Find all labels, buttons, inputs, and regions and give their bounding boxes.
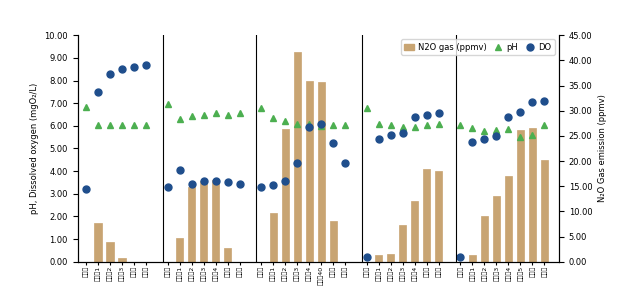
Bar: [188, 187, 195, 262]
Bar: [375, 255, 383, 262]
Bar: [318, 82, 325, 262]
Y-axis label: pH, Dissolved oxygen (mgO₂/L): pH, Dissolved oxygen (mgO₂/L): [30, 83, 39, 214]
Bar: [399, 225, 407, 262]
Bar: [294, 52, 301, 262]
Bar: [306, 81, 313, 262]
Bar: [200, 181, 207, 262]
Bar: [270, 213, 277, 262]
Bar: [411, 201, 419, 262]
Bar: [212, 180, 219, 262]
Y-axis label: N₂O Gas emission (ppmv): N₂O Gas emission (ppmv): [598, 95, 607, 202]
Bar: [330, 221, 337, 262]
Bar: [282, 129, 289, 262]
Bar: [388, 254, 394, 262]
Bar: [176, 238, 183, 262]
Bar: [529, 128, 536, 262]
Bar: [481, 216, 488, 262]
Bar: [541, 160, 548, 262]
Bar: [505, 176, 512, 262]
Bar: [469, 255, 476, 262]
Legend: N2O gas (ppmv), pH, DO: N2O gas (ppmv), pH, DO: [401, 39, 555, 55]
Bar: [94, 223, 102, 262]
Bar: [224, 248, 231, 262]
Bar: [517, 130, 524, 262]
Bar: [424, 169, 430, 262]
Bar: [435, 171, 443, 262]
Bar: [493, 196, 500, 262]
Bar: [119, 258, 125, 262]
Bar: [106, 243, 114, 262]
